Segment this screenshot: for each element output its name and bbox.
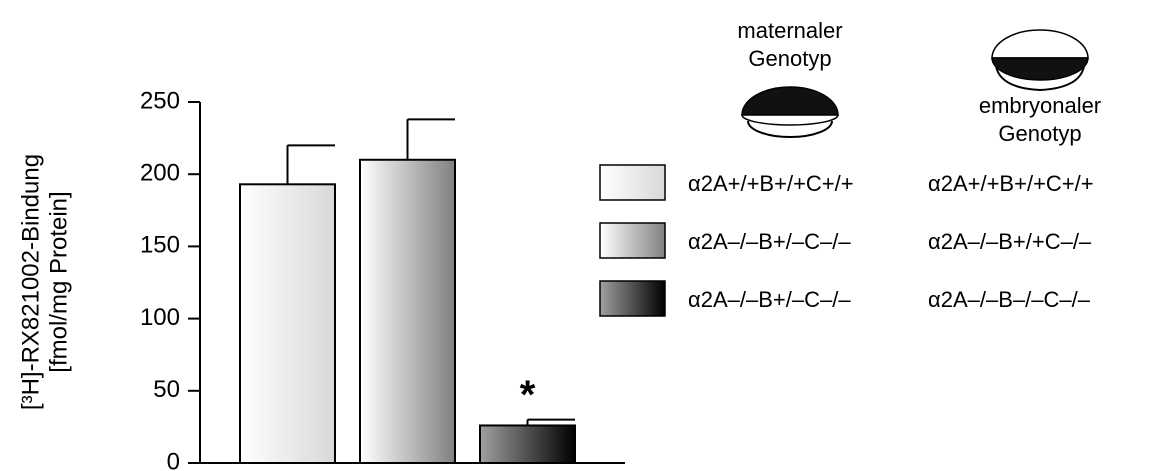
legend-label: α2A–/–B+/+C–/–	[928, 229, 1092, 254]
bar	[480, 425, 575, 463]
y-tick-label: 0	[167, 448, 180, 471]
bar	[240, 184, 335, 463]
legend-label: α2A–/–B+/–C–/–	[688, 229, 851, 254]
y-axis-label: [³H]-RX821002-Bindung	[17, 154, 44, 410]
legend-header: Genotyp	[998, 121, 1081, 146]
legend-header: embryonaler	[979, 93, 1101, 118]
embryonal-icon	[992, 30, 1088, 90]
maternal-icon	[742, 87, 838, 137]
y-tick-label: 150	[140, 232, 180, 259]
chart: 0 50 100 150 200 250 [³H]-RX821002-Bindung[fmo…	[0, 0, 1150, 471]
legend-label: α2A–/–B+/–C–/–	[688, 287, 851, 312]
y-tick-label: 100	[140, 304, 180, 331]
y-tick-label: 250	[140, 87, 180, 114]
legend-label: α2A+/+B+/+C+/+	[688, 171, 854, 196]
legend-header: maternaler	[737, 18, 842, 43]
legend-label: α2A+/+B+/+C+/+	[928, 171, 1094, 196]
y-axis-label: [fmol/mg Protein]	[45, 191, 72, 372]
legend-swatch	[600, 281, 665, 316]
y-tick-label: 50	[153, 376, 180, 403]
legend-header: Genotyp	[748, 46, 831, 71]
annotation: *	[520, 373, 536, 417]
bar	[360, 160, 455, 463]
legend-swatch	[600, 223, 665, 258]
legend-label: α2A–/–B–/–C–/–	[928, 287, 1091, 312]
legend-swatch	[600, 165, 665, 200]
y-tick-label: 200	[140, 160, 180, 187]
